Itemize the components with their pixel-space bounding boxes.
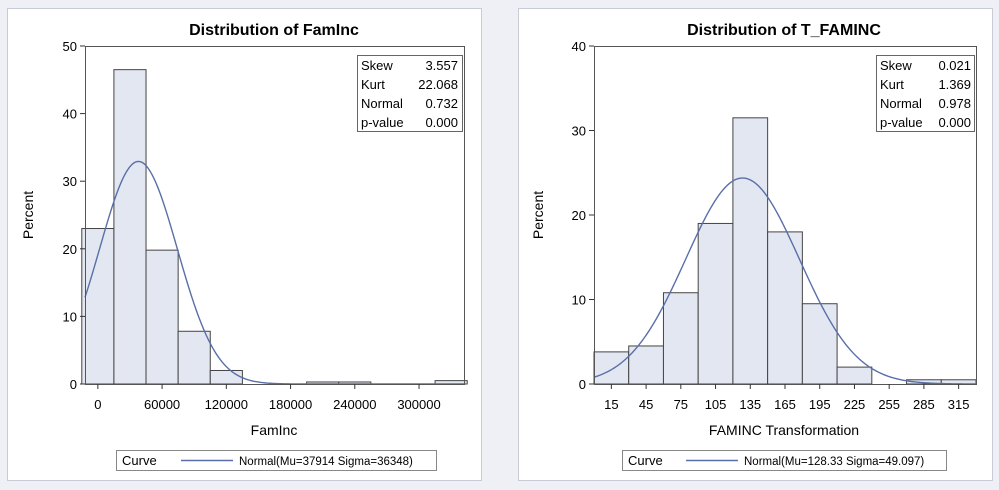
- legend-label: Curve: [122, 453, 157, 468]
- stats-label: Kurt: [880, 77, 904, 92]
- stats-label: p-value: [361, 115, 404, 130]
- x-tick-label: 285: [913, 397, 935, 412]
- histogram-bar: [801, 303, 838, 385]
- y-tick-label: 30: [63, 174, 77, 189]
- x-tick-label: 255: [878, 397, 900, 412]
- x-tick-label: 45: [639, 397, 653, 412]
- x-tick-label: 300000: [397, 397, 440, 412]
- histogram-bar: [177, 330, 211, 385]
- stats-label: Normal: [361, 96, 403, 111]
- histogram-bar: [81, 228, 115, 385]
- y-tick-label: 30: [572, 124, 586, 139]
- y-axis-label: Percent: [530, 191, 546, 239]
- stats-value: 22.068: [418, 77, 458, 92]
- histogram-bar: [113, 69, 147, 385]
- x-tick-label: 75: [674, 397, 688, 412]
- stats-value: 0.021: [938, 58, 971, 73]
- x-axis-label: FamInc: [251, 422, 298, 438]
- stats-value: 0.732: [425, 96, 458, 111]
- histogram-bar: [836, 366, 873, 385]
- stats-box: [876, 55, 975, 132]
- stats-value: 3.557: [425, 58, 458, 73]
- y-tick-label: 10: [572, 293, 586, 308]
- x-tick-label: 315: [948, 397, 970, 412]
- y-axis-label: Percent: [20, 191, 36, 239]
- x-tick-label: 195: [809, 397, 831, 412]
- x-tick-label: 180000: [269, 397, 312, 412]
- y-tick-label: 50: [63, 39, 77, 54]
- stats-label: Skew: [880, 58, 912, 73]
- x-tick-label: 60000: [144, 397, 180, 412]
- chart-title: Distribution of T_FAMINC: [687, 22, 881, 39]
- plot-area-frame: [85, 46, 465, 385]
- y-tick-label: 10: [63, 309, 77, 324]
- y-tick-label: 40: [572, 39, 586, 54]
- chart-title: Distribution of FamInc: [189, 22, 359, 39]
- chart-panel-1: Distribution of FamInc 0 10 20 30 40 50 0 60000 1…: [7, 8, 482, 481]
- x-tick-label: 120000: [205, 397, 248, 412]
- legend-entry: Normal(Mu=128.33 Sigma=49.097): [744, 456, 924, 468]
- stats-value: 0.000: [425, 115, 458, 130]
- stats-label: Skew: [361, 58, 393, 73]
- histogram-bar: [209, 369, 243, 385]
- stats-label: Normal: [880, 96, 922, 111]
- histogram-bar: [628, 345, 664, 385]
- normal-curve: [593, 177, 977, 385]
- stats-label: p-value: [880, 115, 923, 130]
- y-tick-label: 0: [579, 377, 586, 392]
- stats-box: [357, 55, 463, 132]
- histogram-bar: [145, 249, 179, 385]
- stats-label: Kurt: [361, 77, 385, 92]
- y-tick-label: 0: [70, 377, 77, 392]
- stats-value: 0.978: [938, 96, 971, 111]
- x-tick-label: 165: [774, 397, 796, 412]
- legend-entry: Normal(Mu=37914 Sigma=36348): [239, 456, 413, 468]
- histogram-bar: [732, 117, 769, 385]
- x-tick-label: 225: [844, 397, 866, 412]
- y-tick-label: 40: [63, 107, 77, 122]
- x-tick-label: 15: [604, 397, 618, 412]
- x-axis-label: FAMINC Transformation: [709, 422, 859, 438]
- stats-value: 1.369: [938, 77, 971, 92]
- x-tick-label: 135: [739, 397, 761, 412]
- histogram-bar: [662, 292, 699, 385]
- stats-value: 0.000: [938, 115, 971, 130]
- y-tick-label: 20: [63, 242, 77, 257]
- legend-label: Curve: [628, 453, 663, 468]
- x-tick-label: 0: [94, 397, 101, 412]
- chart-panel-2: Distribution of T_FAMINC 0 10 20 30 40 15 45 75 1…: [518, 8, 993, 481]
- y-tick-label: 20: [572, 208, 586, 223]
- histogram-bar: [593, 351, 630, 385]
- x-tick-label: 240000: [333, 397, 376, 412]
- histogram-bar: [697, 222, 734, 385]
- x-tick-label: 105: [705, 397, 727, 412]
- legend-box: [622, 450, 947, 471]
- legend-box: [116, 450, 437, 471]
